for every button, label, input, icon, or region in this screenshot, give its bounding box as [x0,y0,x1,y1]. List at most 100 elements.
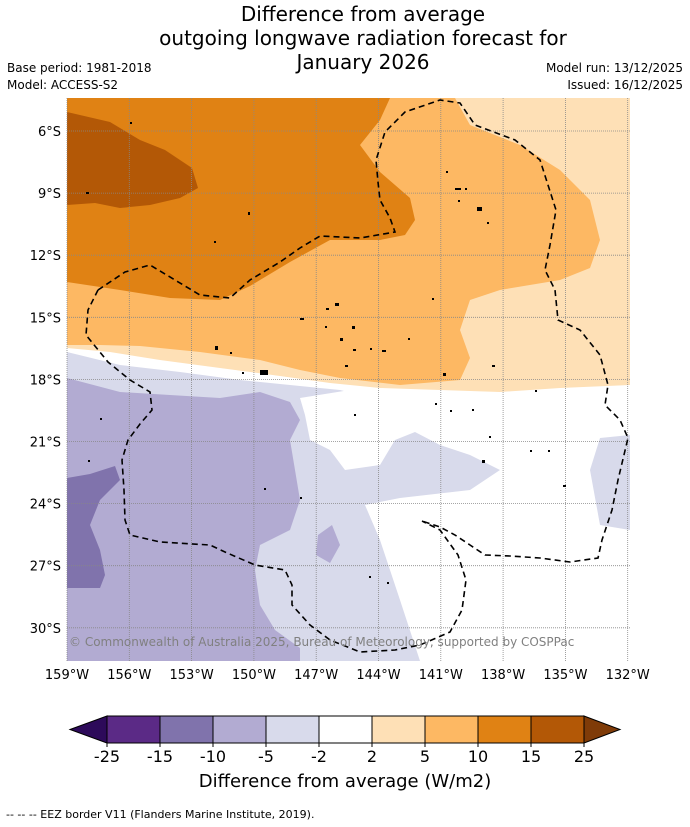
eez-border-north [97,99,629,563]
island [353,349,356,351]
colorbar-segment [318,715,373,744]
island [88,460,90,462]
colorbar-segment [212,715,267,744]
lat-tick-label: 30°S [30,622,61,637]
field-mid-purple [67,378,300,661]
eez-legend: -- -- -- EEZ border V11 (Flanders Marine… [6,808,315,821]
colorbar-segment [106,715,161,744]
island [477,207,482,211]
lon-tick-label: 159°W [45,668,89,683]
latitude-labels: 6°S 9°S 12°S 15°S 18°S 21°S 24°S 27°S 30°S [30,125,61,637]
field-neutral-pocket-1 [300,382,630,661]
island [492,365,495,367]
island [340,338,343,341]
island [369,576,371,578]
island [215,346,218,350]
island [352,326,355,329]
lat-tick-label: 27°S [30,560,61,575]
lon-tick-label: 144°W [356,668,400,683]
base-period: Base period: 1981-2018 [7,61,152,75]
island [248,212,250,215]
island [86,192,89,194]
eez-border-south [85,289,467,653]
colorbar-tick-label: -2 [311,747,327,766]
lon-tick-label: 141°W [419,668,463,683]
island [455,188,461,190]
lat-tick-label: 18°S [30,373,61,388]
island [482,460,485,463]
island [563,485,566,487]
lat-tick-label: 9°S [38,187,61,202]
lon-tick-label: 138°W [481,668,525,683]
issued-date: Issued: 16/12/2025 [567,78,683,92]
lat-tick-label: 12°S [30,249,61,264]
island [242,372,244,374]
copyright-text: © Commonwealth of Australia 2025, Bureau… [69,635,574,649]
lat-tick-label: 6°S [38,125,61,140]
island [354,414,356,416]
colorbar-segment [477,715,532,744]
lon-tick-label: 156°W [107,668,151,683]
title-line-1: Difference from average [240,2,486,26]
island [214,241,216,243]
lon-tick-label: 135°W [543,668,587,683]
island [408,338,410,340]
island [432,298,434,300]
meta-left: Base period: 1981-2018 Model: ACCESS-S2 [7,60,152,94]
island [443,373,446,376]
island [487,222,489,224]
model-name: Model: ACCESS-S2 [7,78,119,92]
title-line-2: outgoing longwave radiation forecast for [159,26,567,50]
colorbar-segment [424,715,479,744]
lon-tick-label: 153°W [170,668,214,683]
colorbar-label: Difference from average (W/m2) [199,771,491,792]
island [465,188,467,190]
colorbar-tick-label: 2 [367,747,377,766]
colorbar-segment [371,715,426,744]
lon-tick-label: 150°W [232,668,276,683]
island [345,365,348,367]
eez-borders [85,99,629,653]
island [530,450,532,452]
colorbar-tick-label: 5 [420,747,430,766]
colorbar-tick-label: -5 [258,747,274,766]
colorbar-tick-label: -10 [200,747,226,766]
colorbar-segment [159,715,214,744]
island [370,348,372,350]
island [335,303,339,306]
island [230,352,232,354]
colorbar-segment [265,715,320,744]
anomaly-field [67,98,630,661]
island [100,418,102,420]
field-deep-orange [67,112,198,208]
lat-tick-label: 24°S [30,498,61,513]
island [450,410,452,412]
island [260,370,268,375]
colorbar: -25 -15 -10 -5 -2 2 5 10 15 25 [68,715,622,766]
islands [86,122,566,584]
lat-tick-label: 21°S [30,436,61,451]
map-title: Difference from average outgoing longwav… [0,2,690,74]
colorbar-segment [530,715,585,744]
island [382,350,386,352]
field-mid-purple-spot [316,525,340,563]
island [264,488,266,490]
colorbar-extend-low [68,715,108,744]
meta-right: Model run: 13/12/2025 Issued: 16/12/2025 [546,60,683,94]
island [446,171,448,173]
longitude-labels: 159°W 156°W 153°W 150°W 147°W 144°W 141°W 138°W… [45,668,650,683]
lat-tick-label: 15°S [30,311,61,326]
lon-tick-label: 132°W [606,668,650,683]
colorbar-tick-label: 15 [521,747,541,766]
island [535,390,537,392]
island [435,403,437,405]
model-run: Model run: 13/12/2025 [545,61,683,75]
colorbar-tick-label: -25 [94,747,120,766]
colorbar-tick-label: 10 [468,747,488,766]
island [472,409,474,411]
island [300,318,304,320]
colorbar-extend-high [583,715,622,744]
island [548,450,550,452]
title-line-3: January 2026 [296,50,430,74]
